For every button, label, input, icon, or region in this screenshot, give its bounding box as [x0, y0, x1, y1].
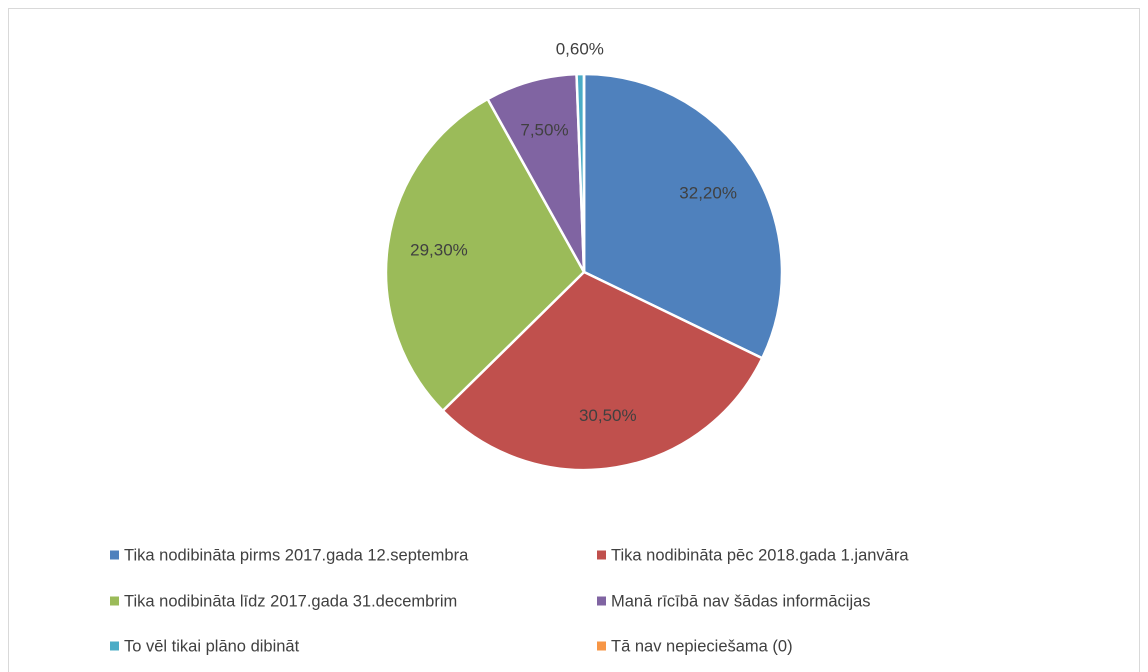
legend-swatch	[597, 550, 606, 560]
legend-label: Tā nav nepieciešama (0)	[611, 637, 793, 655]
legend-swatch	[110, 596, 119, 606]
legend-label: Tika nodibināta līdz 2017.gada 31.decemb…	[124, 592, 457, 610]
pie-slice	[384, 97, 586, 413]
legend-swatch	[110, 641, 119, 651]
data-label: 0,60%	[556, 40, 604, 59]
legend-swatch	[597, 596, 606, 606]
data-label: 30,50%	[579, 406, 637, 425]
legend-swatch	[597, 641, 606, 651]
legend-label: To vēl tikai plāno dibināt	[124, 637, 300, 655]
data-label: 32,20%	[679, 184, 737, 203]
legend-swatch	[110, 550, 119, 560]
legend-label: Manā rīcībā nav šādas informācijas	[611, 592, 871, 610]
data-label: 29,30%	[410, 241, 468, 260]
legend-label: Tika nodibināta pirms 2017.gada 12.septe…	[124, 546, 469, 564]
pie-slice	[441, 270, 764, 472]
legend-label: Tika nodibināta pēc 2018.gada 1.janvāra	[611, 546, 909, 564]
pie-slice	[582, 72, 784, 360]
data-label: 7,50%	[520, 120, 568, 139]
